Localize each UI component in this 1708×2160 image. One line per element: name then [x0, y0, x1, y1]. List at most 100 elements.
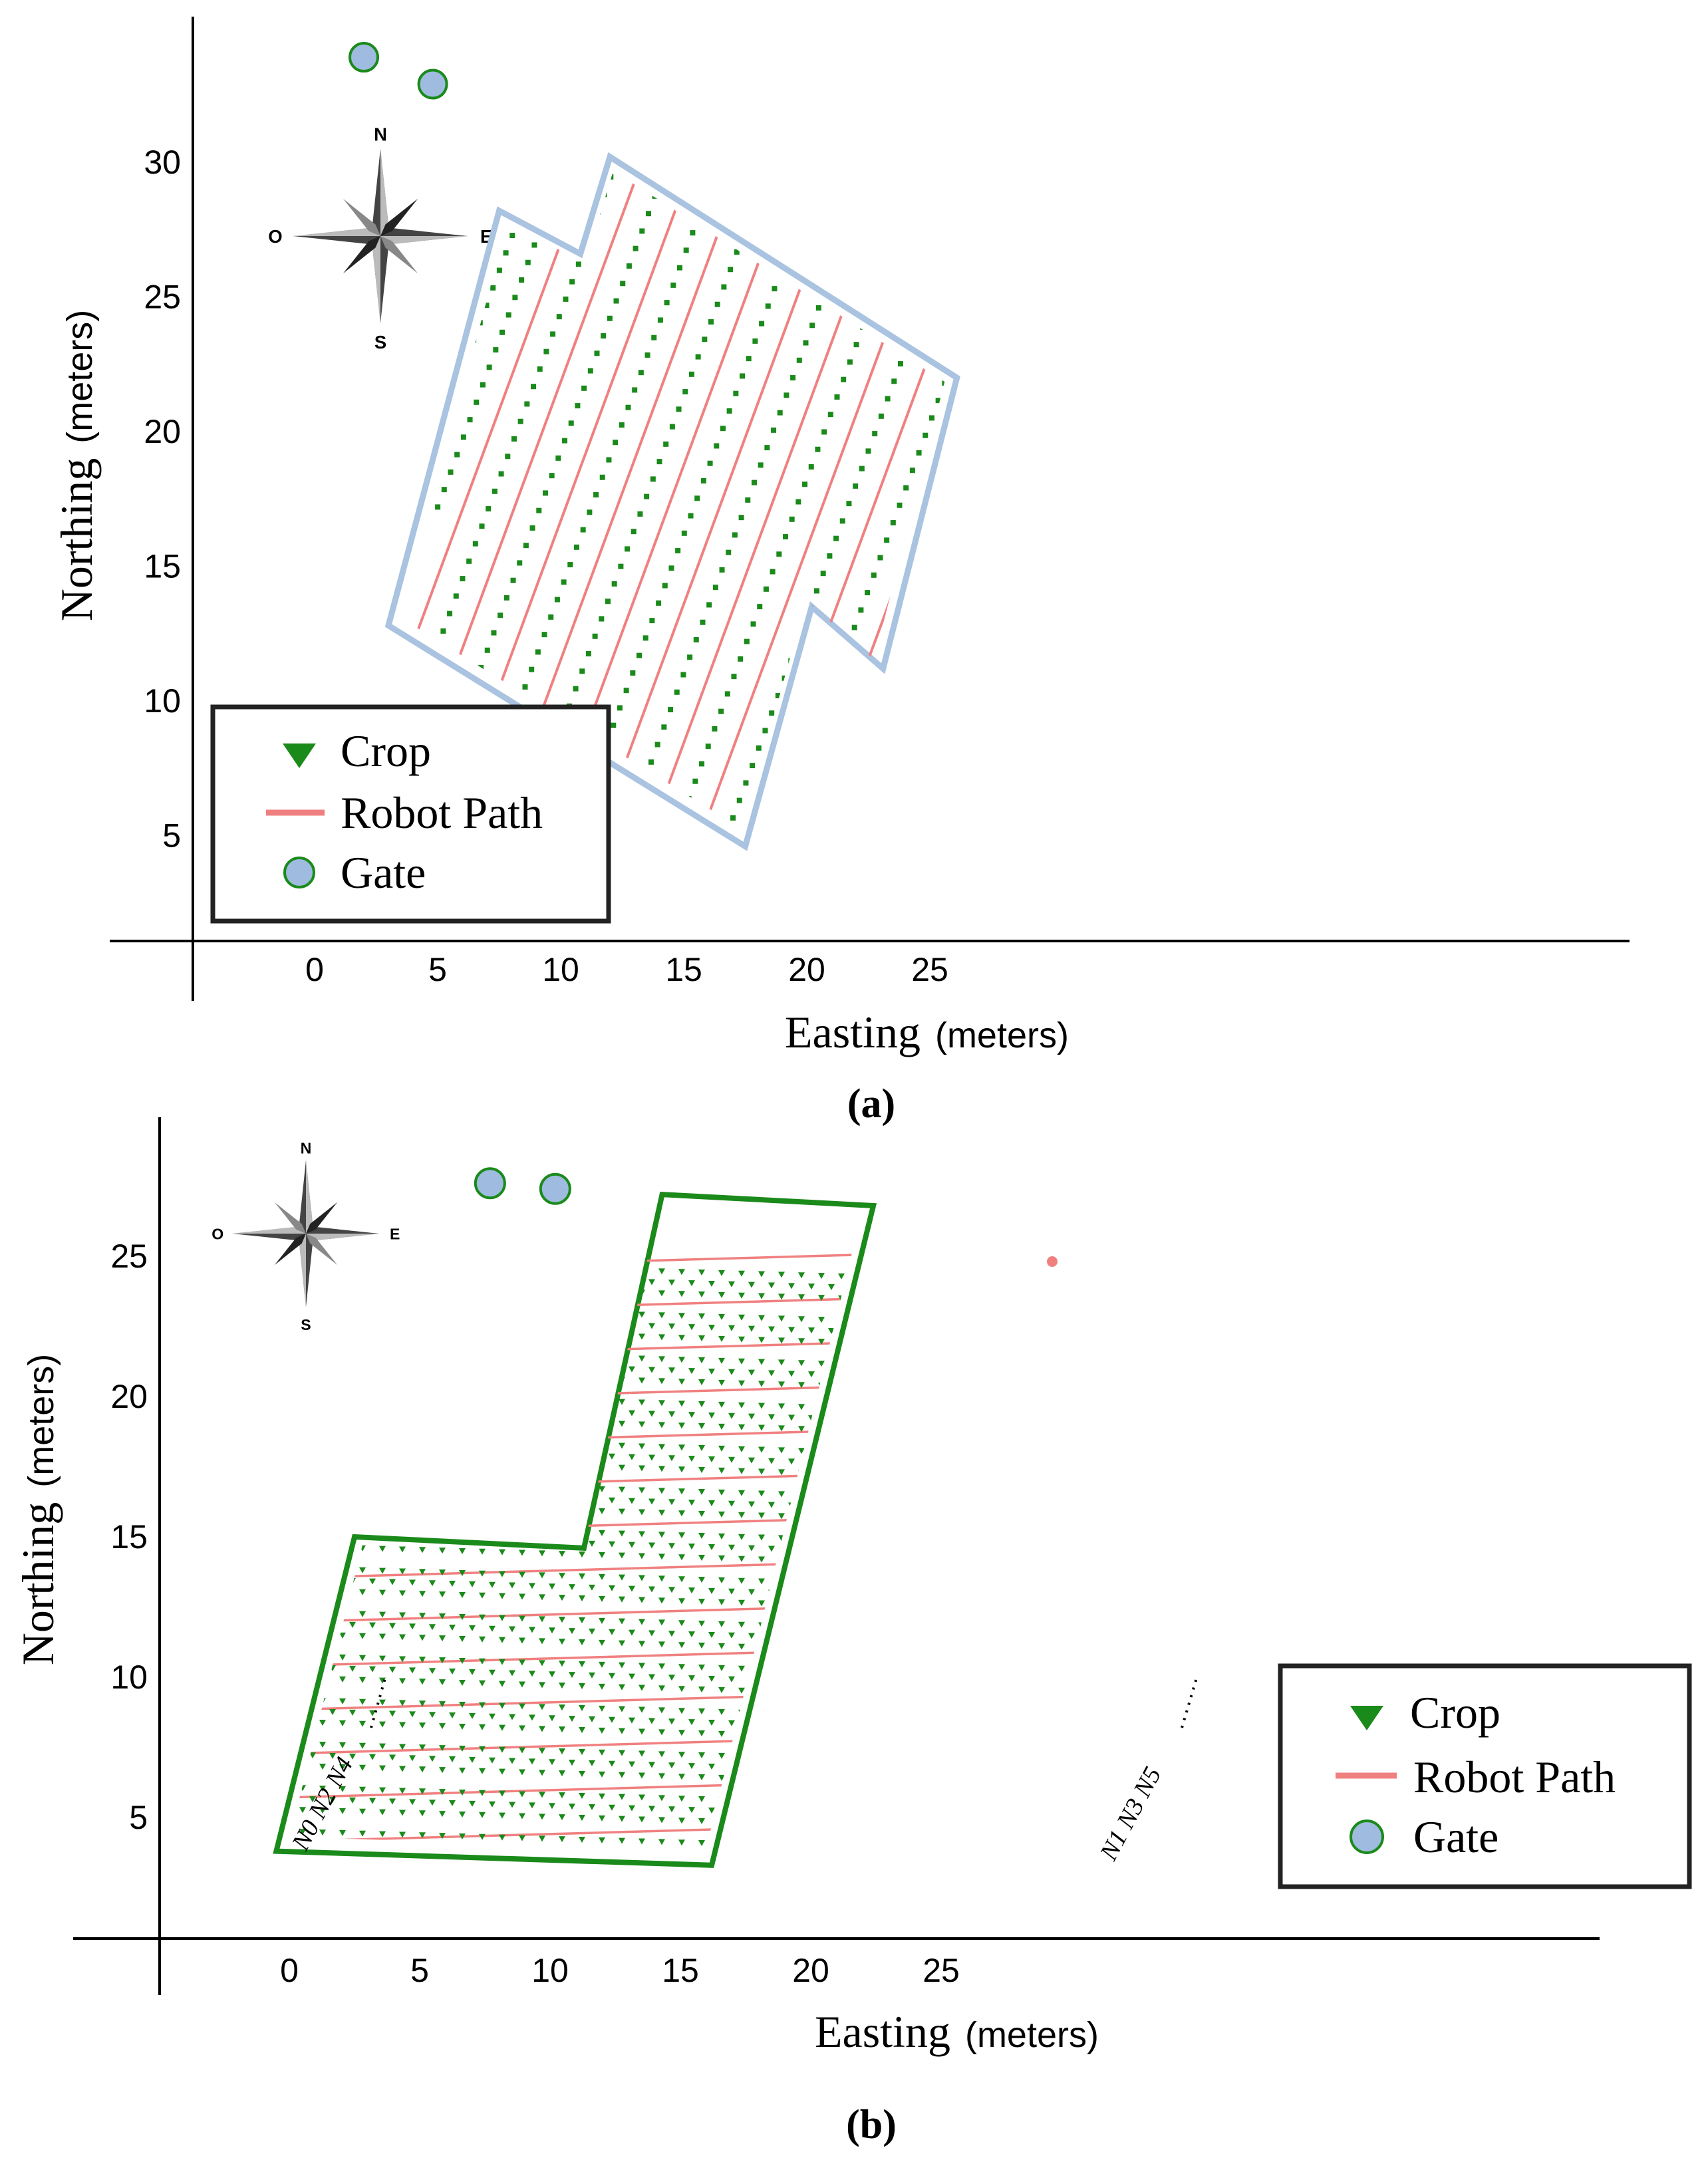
crop-marker — [1275, 728, 1280, 734]
crop-marker — [1081, 420, 1086, 426]
crop-marker — [569, 1804, 575, 1810]
crop-marker — [998, 1432, 1004, 1438]
crop-marker — [579, 1727, 585, 1733]
crop-marker — [269, 1707, 276, 1713]
crop-marker — [1315, 481, 1320, 487]
crop-marker — [1267, 1867, 1274, 1873]
crop-marker — [1342, 270, 1347, 275]
crop-marker — [329, 1358, 336, 1364]
crop-marker — [349, 1753, 356, 1760]
crop-marker — [1197, 1722, 1204, 1728]
crop-marker — [1423, 326, 1429, 331]
crop-marker — [1417, 1311, 1423, 1317]
crop-marker — [758, 1337, 765, 1343]
crop-marker — [1251, 515, 1256, 520]
crop-marker — [1028, 1860, 1034, 1866]
crop-marker — [419, 1305, 426, 1312]
crop-marker — [1257, 1768, 1264, 1774]
crop-marker — [639, 1465, 645, 1472]
crop-marker — [1048, 1817, 1054, 1823]
crop-marker — [1085, 686, 1091, 692]
crop-marker — [968, 311, 973, 316]
crop-marker — [569, 1672, 575, 1679]
crop-marker — [1107, 1863, 1114, 1869]
crop-marker — [998, 1585, 1004, 1591]
crop-marker — [1137, 1326, 1144, 1332]
crop-marker — [1313, 765, 1318, 770]
crop-marker — [728, 1281, 735, 1287]
crop-marker — [663, 441, 669, 447]
crop-marker — [1357, 1310, 1363, 1316]
crop-marker — [1226, 443, 1232, 448]
crop-marker — [1553, 808, 1558, 813]
crop-marker — [679, 813, 685, 819]
crop-marker — [748, 1457, 755, 1464]
crop-marker — [1616, 775, 1622, 780]
crop-marker — [858, 1383, 861, 1390]
crop-marker — [1441, 557, 1446, 562]
crop-marker — [1058, 1806, 1064, 1812]
crop-marker — [1220, 319, 1226, 325]
crop-marker — [459, 1789, 466, 1796]
crop-marker — [1097, 1303, 1104, 1309]
crop-marker — [1082, 279, 1087, 285]
crop-marker — [469, 1800, 476, 1807]
crop-marker — [319, 1566, 326, 1573]
crop-marker — [629, 1278, 635, 1285]
crop-marker — [289, 1576, 296, 1583]
crop-marker — [259, 1389, 266, 1395]
crop-marker — [479, 1504, 486, 1511]
crop-marker — [249, 1707, 256, 1713]
crop-marker — [379, 1392, 386, 1399]
crop-marker — [1147, 1863, 1154, 1869]
crop-marker — [1217, 1438, 1224, 1444]
crop-marker — [898, 1450, 905, 1456]
crop-marker — [832, 677, 838, 683]
field-boundary-b — [273, 1191, 877, 1868]
crop-marker — [1409, 503, 1415, 508]
crop-marker — [609, 1453, 615, 1460]
crop-marker — [499, 1351, 505, 1358]
crop-marker — [848, 1679, 855, 1686]
crop-legend-icon — [283, 743, 316, 768]
crop-marker — [579, 1398, 585, 1404]
crop-marker — [1167, 742, 1173, 747]
crop-marker — [1397, 1486, 1403, 1492]
robot-path-row — [289, 1282, 861, 1317]
crop-marker — [429, 1668, 436, 1675]
crop-marker — [1287, 1428, 1294, 1434]
crop-marker — [1147, 1732, 1154, 1738]
crop-marker — [559, 1704, 565, 1711]
crop-marker — [579, 1310, 585, 1316]
crop-marker — [1197, 1459, 1204, 1465]
crop-marker — [1297, 1440, 1304, 1446]
crop-marker — [359, 1303, 366, 1310]
crop-marker — [688, 1324, 695, 1331]
crop-marker — [1340, 553, 1345, 559]
crop-marker — [1137, 1743, 1144, 1749]
crop-marker — [319, 1698, 326, 1704]
crop-marker — [1117, 1698, 1124, 1704]
crop-marker — [668, 1718, 675, 1725]
crop-marker — [738, 1709, 745, 1716]
crop-marker — [818, 1734, 825, 1740]
crop-marker — [1087, 1599, 1094, 1605]
crop-marker — [838, 1712, 845, 1718]
crop-marker — [479, 1263, 486, 1270]
crop-marker — [798, 1272, 805, 1279]
crop-marker — [1197, 1744, 1204, 1750]
crop-marker — [778, 1315, 785, 1322]
crop-marker — [1257, 1351, 1264, 1357]
crop-marker — [519, 1352, 525, 1359]
crop-marker — [1445, 822, 1451, 827]
crop-marker — [579, 1573, 585, 1579]
crop-marker — [768, 1765, 775, 1772]
crop-marker — [259, 1762, 266, 1768]
crop-marker — [579, 1288, 585, 1294]
crop-marker — [1157, 1831, 1164, 1837]
crop-marker — [499, 1549, 505, 1555]
crop-marker — [479, 523, 485, 529]
crop-marker — [808, 1327, 815, 1334]
crop-marker — [1068, 1422, 1074, 1428]
crop-marker — [499, 329, 505, 335]
